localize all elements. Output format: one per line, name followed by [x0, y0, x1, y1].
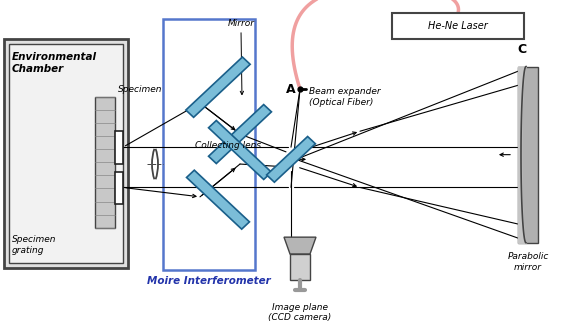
Polygon shape: [208, 120, 272, 179]
Text: Specimen: Specimen: [118, 85, 162, 94]
Bar: [4, 39, 128, 268]
Polygon shape: [186, 57, 250, 117]
Text: Parabolic
mirror: Parabolic mirror: [507, 252, 549, 271]
Polygon shape: [284, 237, 316, 254]
Text: Collecting lens: Collecting lens: [195, 141, 261, 150]
Bar: [290, 254, 310, 280]
Text: A: A: [286, 82, 296, 96]
Bar: [115, 131, 123, 164]
Text: C: C: [517, 43, 527, 56]
Polygon shape: [266, 137, 315, 182]
Polygon shape: [186, 170, 249, 229]
Bar: [115, 172, 123, 204]
Bar: [392, 13, 524, 39]
Text: Image plane
(CCD camera): Image plane (CCD camera): [268, 303, 332, 322]
Text: He-Ne Laser: He-Ne Laser: [428, 21, 488, 31]
Text: Environmental
Chamber: Environmental Chamber: [12, 52, 97, 74]
Polygon shape: [208, 105, 272, 164]
Bar: [95, 97, 115, 228]
Text: Specimen
grating: Specimen grating: [12, 235, 56, 255]
Bar: [163, 19, 255, 270]
Bar: [518, 67, 538, 243]
Bar: [9, 44, 123, 263]
Text: Mirror: Mirror: [228, 19, 254, 28]
Text: Moire Interferometer: Moire Interferometer: [147, 276, 271, 286]
Text: Beam expander
(Optical Fiber): Beam expander (Optical Fiber): [309, 87, 381, 107]
